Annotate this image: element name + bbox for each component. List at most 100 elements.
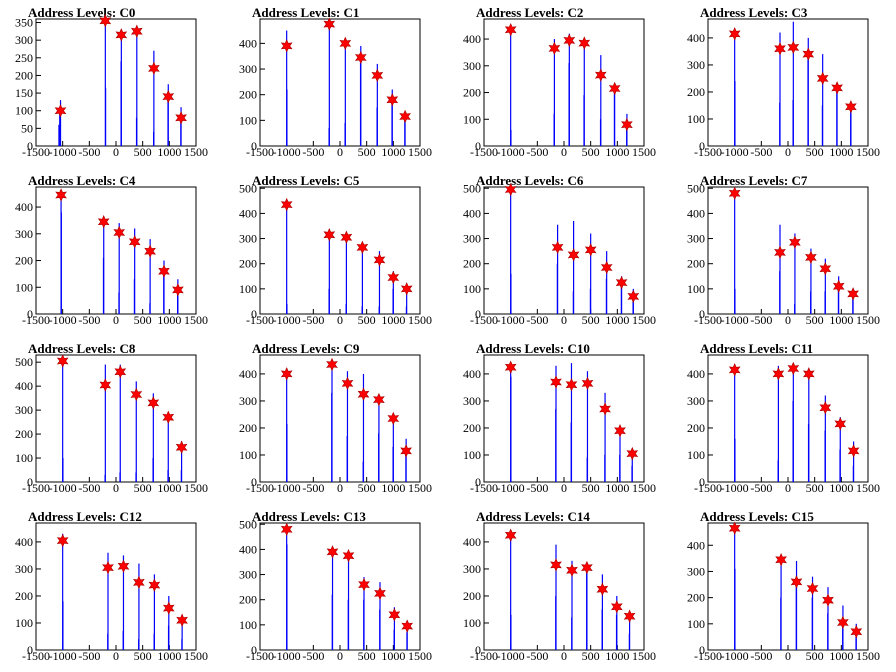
- y-tick-label: 0: [251, 475, 257, 489]
- y-tick-label: 0: [699, 475, 705, 489]
- peak-marker: [728, 186, 741, 201]
- chart-title: Address Levels: C0: [28, 5, 136, 20]
- peak-marker: [373, 392, 385, 407]
- peak-marker: [550, 375, 562, 389]
- x-tick-label: 0: [337, 481, 343, 495]
- x-tick-label: 0: [113, 481, 119, 495]
- peak-marker: [326, 357, 338, 372]
- y-tick-label: 500: [239, 517, 257, 531]
- x-tick-label: 500: [358, 649, 376, 663]
- y-tick-label: 0: [699, 139, 705, 153]
- x-tick-label: 0: [785, 145, 791, 159]
- x-tick-label: -1500: [694, 649, 722, 663]
- x-tick-label: 1000: [605, 145, 629, 159]
- x-tick-label: 500: [358, 481, 376, 495]
- peak-marker: [128, 235, 141, 249]
- x-tick-label: -500: [78, 313, 100, 327]
- peak-marker: [774, 245, 786, 260]
- x-tick-label: -1500: [246, 145, 274, 159]
- x-tick-label: 0: [337, 145, 343, 159]
- peak-marker: [563, 33, 576, 48]
- y-tick-label: 100: [687, 617, 705, 631]
- peak-marker: [97, 215, 110, 229]
- y-tick-label: 100: [463, 282, 481, 296]
- peak-marker: [374, 586, 386, 601]
- peak-marker: [280, 197, 293, 212]
- chart-title: Address Levels: C10: [476, 341, 590, 356]
- peak-marker: [850, 624, 863, 639]
- peak-marker: [401, 619, 414, 633]
- peak-marker: [99, 14, 112, 28]
- chart-title: Address Levels: C3: [700, 5, 808, 20]
- x-tick-label: -500: [302, 145, 324, 159]
- y-tick-label: 0: [251, 307, 257, 321]
- y-tick-label: 0: [251, 643, 257, 657]
- y-tick-label: 300: [687, 58, 705, 72]
- peak-marker: [114, 365, 127, 379]
- peak-marker: [339, 36, 352, 51]
- x-tick-label: 1000: [157, 313, 181, 327]
- y-tick-label: 300: [463, 232, 481, 246]
- y-tick-label: 0: [475, 475, 481, 489]
- y-tick-label: 0: [475, 643, 481, 657]
- peak-marker: [614, 423, 626, 438]
- x-tick-label: 1000: [829, 649, 853, 663]
- y-tick-label: 100: [463, 448, 481, 462]
- peak-marker: [621, 117, 633, 132]
- x-tick-label: -500: [302, 481, 324, 495]
- x-tick-label: -1000: [49, 145, 77, 159]
- peak-marker: [388, 608, 401, 622]
- peak-marker: [600, 260, 613, 275]
- y-tick-label: 0: [27, 475, 33, 489]
- x-tick-label: -1500: [22, 313, 50, 327]
- x-tick-label: 1500: [856, 649, 880, 663]
- y-tick-label: 400: [239, 36, 257, 50]
- peak-marker: [831, 81, 843, 95]
- y-tick-label: 300: [239, 62, 257, 76]
- peak-marker: [399, 109, 411, 124]
- peak-marker: [102, 560, 114, 575]
- y-tick-label: 300: [15, 227, 33, 241]
- peak-marker: [832, 279, 845, 294]
- x-tick-label: 500: [582, 145, 600, 159]
- y-tick-label: 200: [687, 85, 705, 99]
- peak-marker: [326, 545, 339, 559]
- peak-marker: [400, 444, 412, 458]
- peak-marker: [400, 282, 413, 296]
- peak-marker: [113, 225, 126, 240]
- x-tick-label: 1500: [184, 145, 208, 159]
- y-tick-label: 200: [463, 421, 481, 435]
- y-tick-label: 300: [687, 394, 705, 408]
- x-tick-label: -1000: [721, 313, 749, 327]
- x-tick-label: 1000: [829, 145, 853, 159]
- y-tick-label: 0: [27, 139, 33, 153]
- y-tick-label: 0: [475, 307, 481, 321]
- peak-marker: [172, 283, 184, 297]
- x-tick-label: 1500: [408, 145, 432, 159]
- x-tick-label: 0: [785, 313, 791, 327]
- peak-marker: [323, 228, 336, 242]
- x-tick-label: 1000: [381, 313, 405, 327]
- peak-marker: [280, 39, 293, 53]
- peak-marker: [626, 446, 639, 461]
- x-tick-label: -1500: [694, 313, 722, 327]
- y-tick-label: 400: [239, 367, 257, 381]
- peak-marker: [280, 522, 293, 537]
- peak-marker: [55, 188, 67, 202]
- y-tick-label: 350: [15, 16, 33, 30]
- y-tick-label: 300: [239, 568, 257, 582]
- peak-marker: [130, 387, 143, 402]
- x-tick-label: 1500: [184, 481, 208, 495]
- peak-marker: [802, 47, 815, 61]
- peak-marker: [623, 609, 636, 623]
- peak-marker: [130, 24, 143, 39]
- peak-marker: [340, 230, 353, 245]
- y-tick-label: 50: [21, 121, 33, 135]
- x-tick-label: -500: [750, 145, 772, 159]
- peak-marker: [806, 581, 819, 596]
- peak-marker: [594, 68, 607, 82]
